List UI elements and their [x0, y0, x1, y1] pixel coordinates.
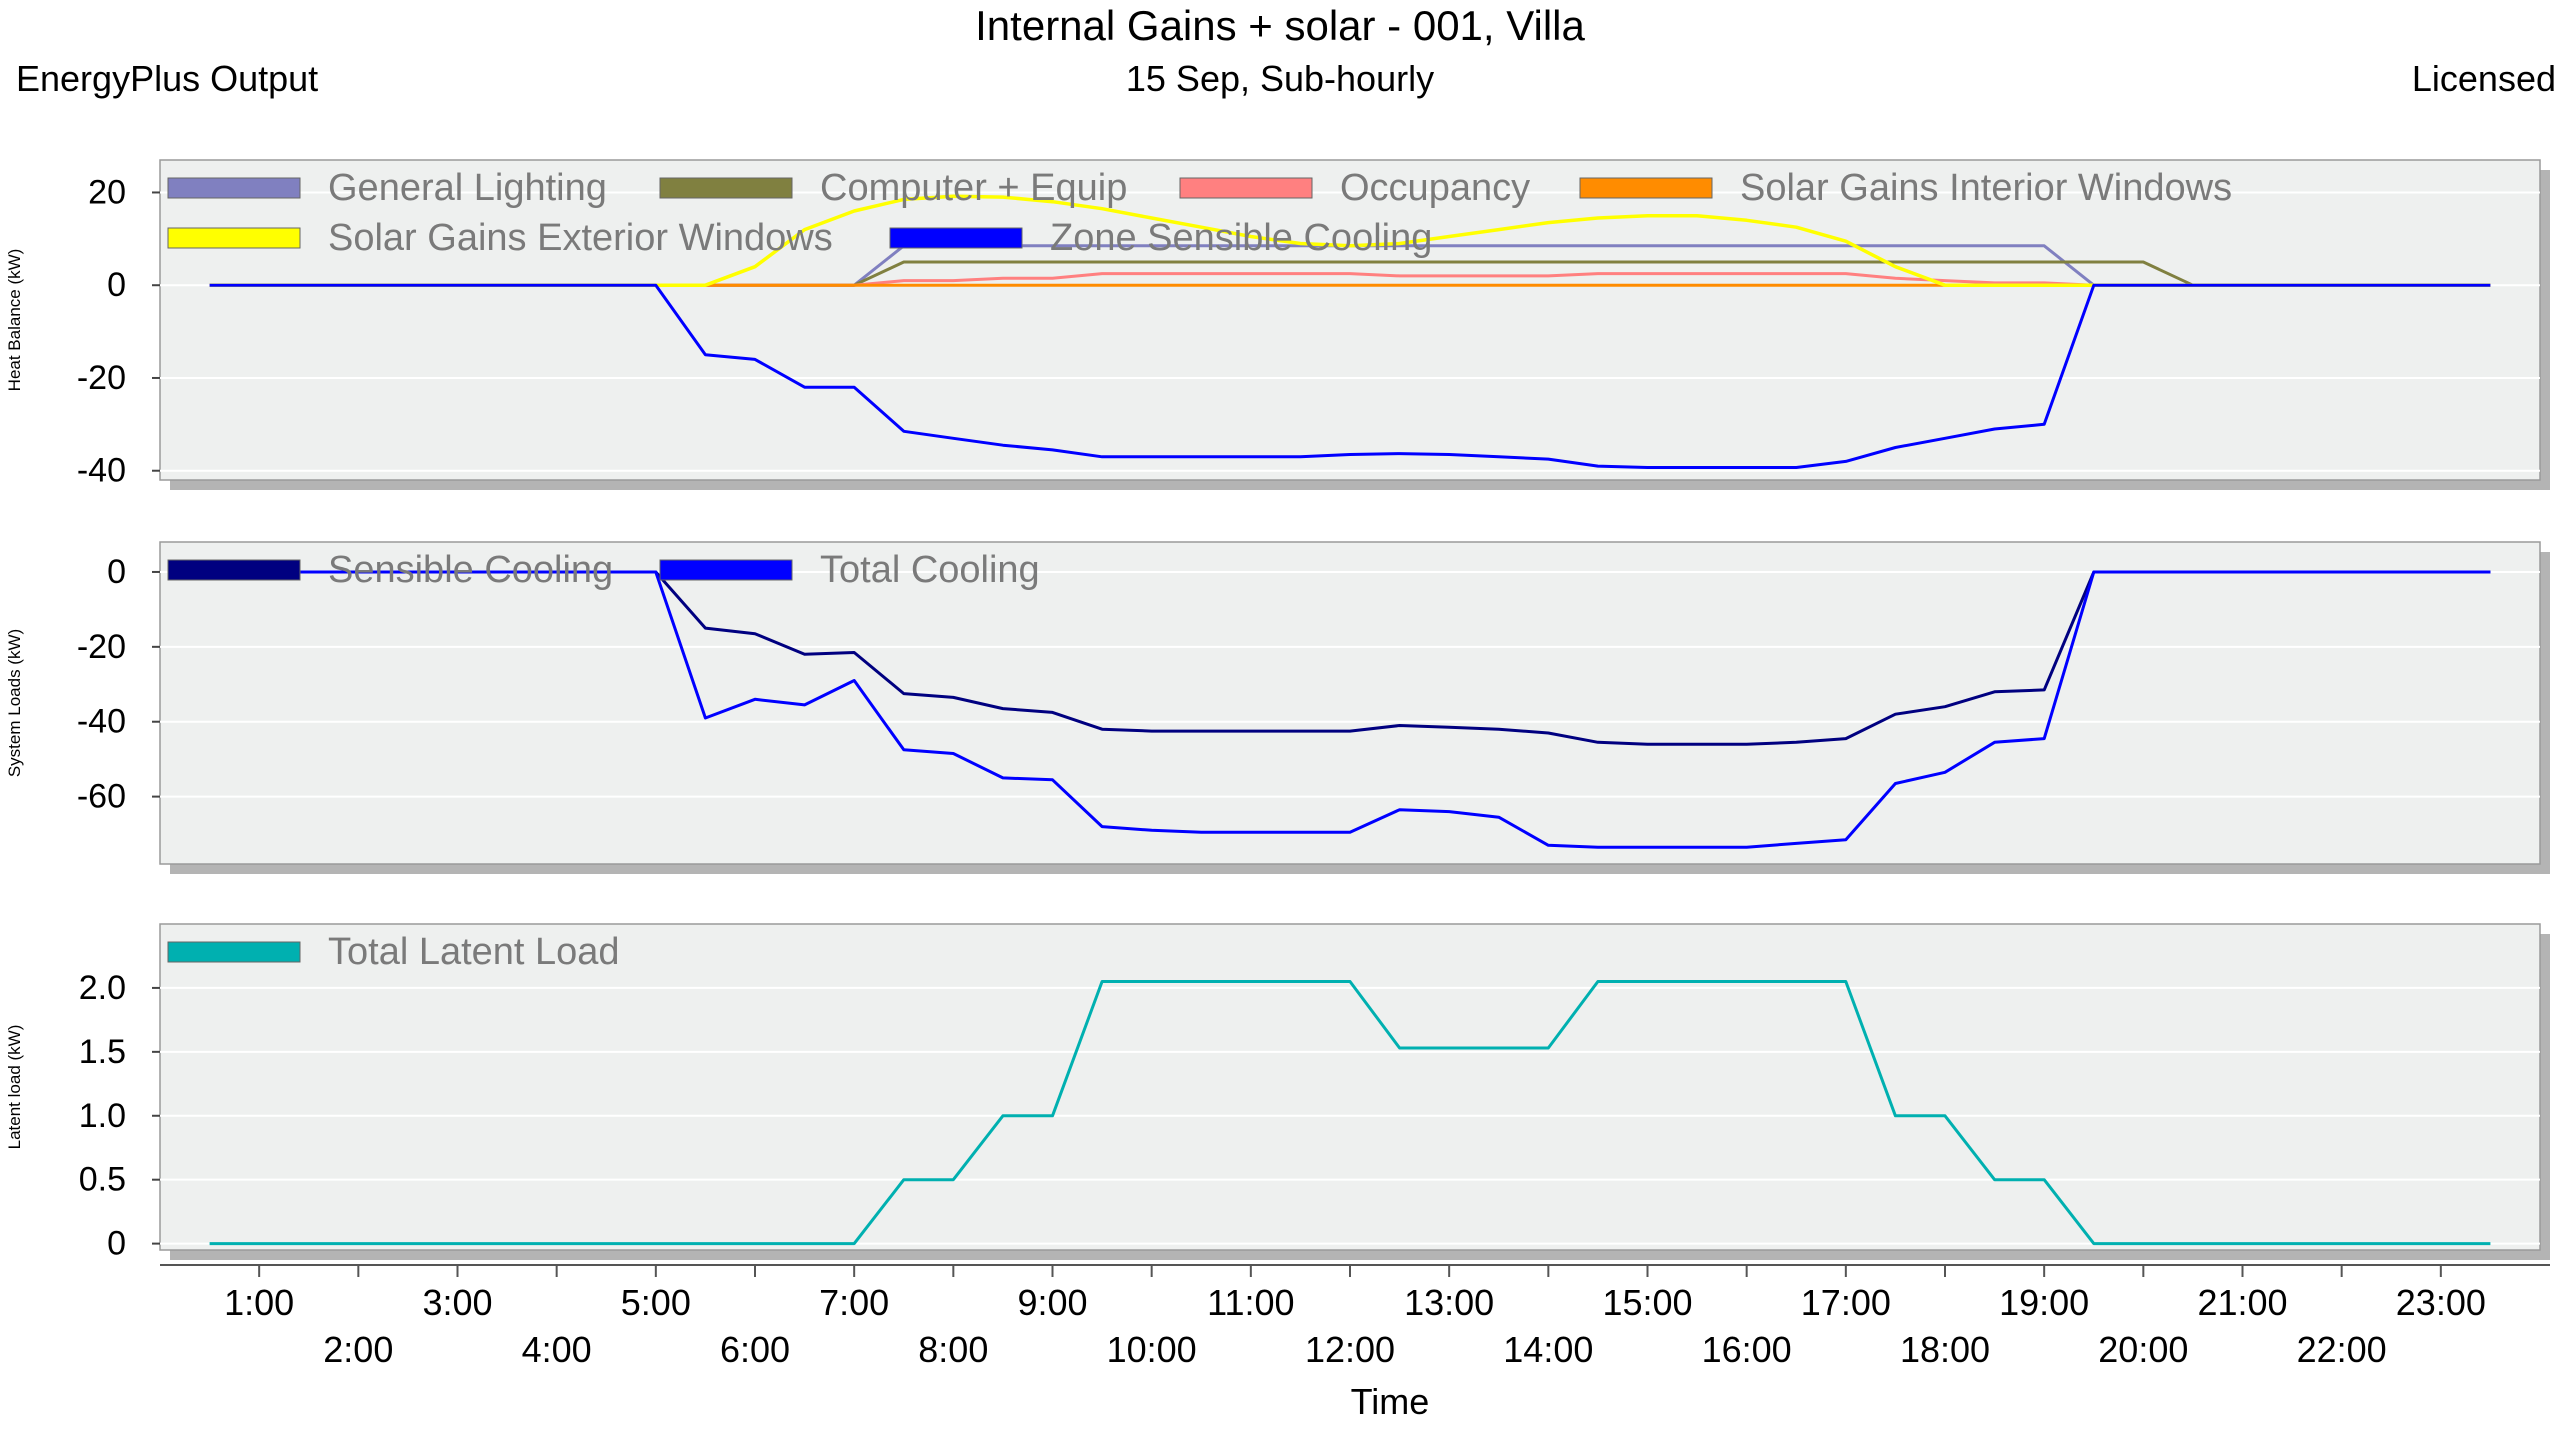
series-line-6 — [209, 283, 2491, 469]
date-resolution-label: 15 Sep, Sub-hourly — [1125, 58, 1435, 99]
x-tick-label: 7:00 — [819, 1282, 889, 1323]
legend-swatch — [167, 177, 301, 199]
legend-label: Solar Gains Interior Windows — [1740, 167, 2232, 209]
x-tick-label: 4:00 — [522, 1329, 592, 1370]
legend-swatch — [167, 941, 301, 963]
chart-panel-3: 2.0 1.5 1.0 0.5 0 Latent load (kW) Total Laten… — [5, 923, 2550, 1263]
x-tick-label: 23:00 — [2396, 1282, 2486, 1323]
plot-area — [159, 923, 2541, 1251]
plot-area — [159, 159, 2541, 481]
y-tick-label: 1.0 — [79, 1097, 126, 1135]
legend-label: Total Latent Load — [328, 931, 620, 973]
x-tick-label: 19:00 — [1999, 1282, 2089, 1323]
y-axis-label: System Loads (kW) — [5, 629, 24, 777]
x-tick-label: 10:00 — [1107, 1329, 1197, 1370]
legend-swatch — [1179, 177, 1313, 199]
x-tick-label: 12:00 — [1305, 1329, 1395, 1370]
output-source-label: EnergyPlus Output — [16, 58, 319, 99]
y-tick-label: 0 — [107, 553, 126, 591]
x-tick-label: 18:00 — [1900, 1329, 1990, 1370]
y-tick-label: 1.5 — [79, 1033, 126, 1071]
legend-label: General Lighting — [328, 167, 607, 209]
legend-label: Occupancy — [1340, 167, 1530, 209]
x-tick-label: 1:00 — [224, 1282, 294, 1323]
y-axis-label: Latent load (kW) — [5, 1025, 24, 1150]
y-tick-label: -40 — [77, 452, 126, 490]
legend-swatch — [889, 227, 1023, 249]
series-line-1 — [209, 980, 2491, 1246]
legend-label: Solar Gains Exterior Windows — [328, 217, 833, 259]
y-tick-label: 0 — [107, 266, 126, 304]
y-tick-label: -40 — [77, 703, 126, 741]
x-tick-label: 20:00 — [2098, 1329, 2188, 1370]
y-tick-label: -20 — [77, 628, 126, 666]
x-tick-label: 22:00 — [2297, 1329, 2387, 1370]
y-tick-label: 0 — [107, 1225, 126, 1263]
legend-label: Computer + Equip — [820, 167, 1127, 209]
plot-area — [159, 541, 2541, 865]
x-axis: 1:00 2:00 3:00 4:00 5:00 6:00 7:00 8:00 9:00 10:0… — [160, 1264, 2550, 1422]
legend-label: Total Cooling — [820, 549, 1040, 591]
y-tick-label: -60 — [77, 778, 126, 816]
x-tick-label: 3:00 — [422, 1282, 492, 1323]
x-tick-label: 6:00 — [720, 1329, 790, 1370]
series-line-2 — [209, 570, 2491, 849]
x-tick-label: 9:00 — [1017, 1282, 1087, 1323]
x-tick-label: 15:00 — [1602, 1282, 1692, 1323]
x-tick-label: 21:00 — [2197, 1282, 2287, 1323]
y-tick-label: -20 — [77, 359, 126, 397]
x-tick-label: 2:00 — [323, 1329, 393, 1370]
legend-label: Zone Sensible Cooling — [1050, 217, 1432, 259]
legend-swatch — [167, 559, 301, 581]
x-tick-label: 8:00 — [918, 1329, 988, 1370]
x-tick-label: 14:00 — [1503, 1329, 1593, 1370]
x-tick-label: 5:00 — [621, 1282, 691, 1323]
chart-title: Internal Gains + solar - 001, Villa — [975, 2, 1585, 49]
legend-swatch — [1579, 177, 1713, 199]
legend-label: Sensible Cooling — [328, 549, 613, 591]
x-tick-label: 16:00 — [1702, 1329, 1792, 1370]
chart-panel-2: 0 -20 -40 -60 System Loads (kW) Sensible Cool… — [5, 541, 2550, 874]
y-tick-label: 0.5 — [79, 1161, 126, 1199]
legend-swatch — [659, 559, 793, 581]
y-axis-label: Heat Balance (kW) — [5, 249, 24, 392]
chart-panel-1: 20 0 -20 -40 Heat Balance (kW) General Lighti… — [5, 159, 2550, 490]
x-tick-label: 13:00 — [1404, 1282, 1494, 1323]
legend-swatch — [659, 177, 793, 199]
license-label: Licensed — [2411, 58, 2556, 99]
y-tick-label: 20 — [88, 173, 126, 211]
x-tick-label: 17:00 — [1801, 1282, 1891, 1323]
x-axis-label: Time — [1351, 1381, 1430, 1422]
x-tick-label: 11:00 — [1207, 1282, 1294, 1323]
y-tick-label: 2.0 — [79, 969, 126, 1007]
legend-swatch — [167, 227, 301, 249]
